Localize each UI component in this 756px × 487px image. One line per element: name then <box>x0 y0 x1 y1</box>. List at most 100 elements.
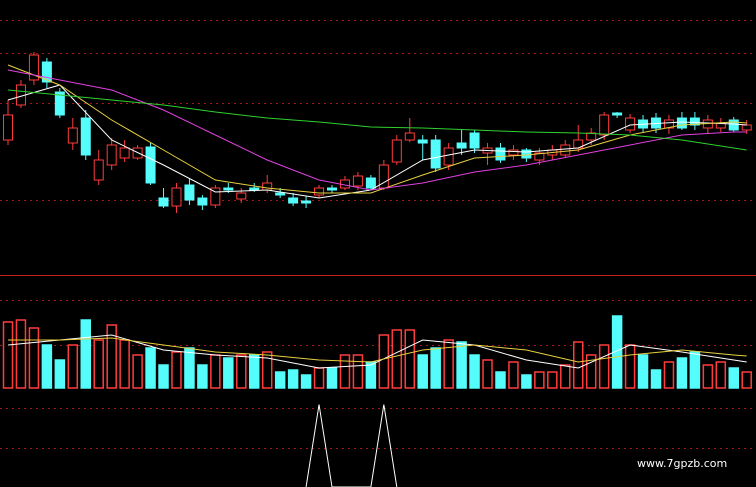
candle-body <box>508 149 519 156</box>
volume-bar <box>184 347 195 389</box>
volume-bar <box>637 354 649 389</box>
candle-body <box>456 142 467 149</box>
volume-bar <box>689 351 701 389</box>
indicator-line <box>7 84 747 199</box>
volume-bar <box>482 359 493 389</box>
volume-bar <box>741 371 752 389</box>
volume-bar <box>715 361 727 389</box>
plot <box>0 20 756 487</box>
candle-body <box>249 187 260 191</box>
volume-bar <box>223 357 234 389</box>
candle-body <box>184 184 195 201</box>
volume-bar <box>339 354 351 389</box>
volume-bar <box>611 315 623 389</box>
volume-bar <box>404 329 416 389</box>
volume-bar <box>378 334 390 389</box>
candle-body <box>223 187 234 191</box>
candle-body <box>301 200 312 204</box>
volume-bar <box>352 354 364 389</box>
candle-body <box>612 112 623 116</box>
indicator-line <box>7 334 747 369</box>
volume-bar <box>15 319 27 389</box>
volume-bar <box>326 367 338 389</box>
candle-body <box>391 139 402 163</box>
candle-body <box>93 159 104 181</box>
volume-bar <box>158 364 169 389</box>
indicator-line <box>8 337 747 363</box>
volume-bar <box>28 327 40 389</box>
volume-bar <box>261 351 273 389</box>
volume-bar <box>67 344 79 389</box>
volume-bar <box>508 361 519 389</box>
volume-bar <box>54 359 66 389</box>
candle-body <box>262 182 273 191</box>
watermark: www.7gpzb.com <box>637 457 727 470</box>
candle-body <box>521 149 532 159</box>
volume-bar <box>547 371 558 389</box>
volume-bar <box>521 374 532 389</box>
volume-bar <box>145 347 156 389</box>
volume-bar <box>417 354 428 389</box>
volume-bar <box>80 319 92 389</box>
volume-bar <box>197 364 208 389</box>
volume-bar <box>598 344 610 389</box>
candle-body <box>365 177 376 189</box>
candle-body <box>236 192 247 200</box>
volume-bar <box>702 364 714 389</box>
candle-body <box>54 91 65 116</box>
candle-body <box>80 117 91 156</box>
indicator-line <box>7 64 747 194</box>
volume-bar <box>236 354 247 389</box>
candle-body <box>676 117 687 129</box>
candle-body <box>67 127 78 144</box>
volume-bar <box>663 361 675 389</box>
volume-bar <box>274 371 286 389</box>
volume-bar <box>728 367 740 389</box>
candle-body <box>469 132 480 149</box>
candle-body <box>119 147 130 159</box>
candle-body <box>28 54 39 81</box>
volume-bar <box>210 354 221 389</box>
volume-bar <box>41 344 53 389</box>
volume-bar <box>676 357 688 389</box>
volume-bar <box>171 351 182 389</box>
volume-bar <box>456 341 467 389</box>
candle-body <box>197 197 208 206</box>
candle-body <box>145 146 156 184</box>
volume-bar <box>495 371 506 389</box>
indicator-line <box>305 404 398 487</box>
volume-bar <box>2 321 14 389</box>
candle-body <box>534 152 545 161</box>
volume-bar <box>572 341 584 389</box>
volume-bar <box>365 361 377 389</box>
volume-bar <box>106 324 117 389</box>
volume-bar <box>534 371 545 389</box>
candle-body <box>171 187 182 207</box>
candle-body <box>741 124 752 131</box>
indicator-line <box>7 69 747 191</box>
candle-body <box>728 119 739 131</box>
volume-bar <box>248 354 260 389</box>
candle-body <box>625 117 636 131</box>
candle-body <box>210 187 221 206</box>
volume-bar <box>391 329 403 389</box>
candle-body <box>430 139 441 169</box>
candle-body <box>288 197 299 204</box>
volume-bar <box>119 339 130 389</box>
volume-bar <box>93 339 104 389</box>
candle-body <box>495 147 506 161</box>
indicator-line <box>7 89 747 151</box>
volume-bar <box>313 367 325 389</box>
candle-body <box>41 61 52 83</box>
candle-body <box>158 197 169 207</box>
volume-bar <box>560 364 571 389</box>
volume-bar <box>132 354 143 389</box>
candle-body <box>417 139 428 144</box>
volume-bar <box>650 369 662 389</box>
volume-bar <box>430 347 441 389</box>
volume-bar <box>300 374 312 389</box>
volume-bar <box>585 354 597 389</box>
volume-bar <box>469 354 480 389</box>
volume-bar <box>287 369 299 389</box>
